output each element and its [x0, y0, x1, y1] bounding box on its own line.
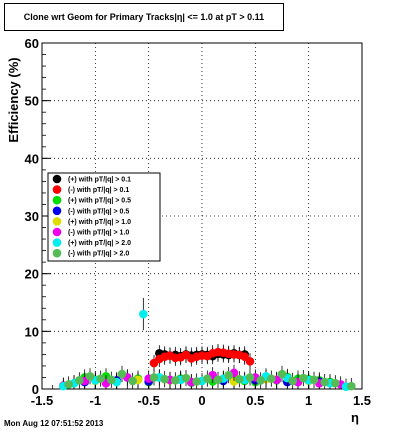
data-point [203, 374, 212, 383]
footer-timestamp: Mon Aug 12 07:51:52 2013 [4, 419, 104, 428]
data-point [192, 377, 201, 386]
data-point [128, 376, 137, 386]
data-point [213, 375, 223, 385]
data-point [309, 375, 319, 385]
legend-label: (-) with pT/|q| > 0.1 [68, 187, 129, 194]
data-point [299, 373, 308, 383]
x-tick-label: 0.5 [246, 393, 264, 408]
data-point [256, 376, 265, 385]
y-tick-label: 20 [25, 267, 39, 282]
data-point [64, 380, 73, 389]
data-point [347, 381, 356, 391]
data-point [181, 373, 191, 383]
data-point [117, 369, 127, 379]
data-points [59, 297, 356, 391]
data-point [267, 374, 276, 383]
data-point [139, 309, 148, 319]
legend-label: (-) with pT/|q| > 1.0 [68, 230, 129, 237]
data-point [160, 374, 169, 384]
y-axis-label: Efficiency (%) [6, 57, 21, 142]
y-tick-label: 40 [25, 151, 39, 166]
legend-label: (+) with pT/|q| > 0.5 [68, 198, 131, 205]
y-tick-label: 10 [25, 324, 39, 339]
legend-label: (-) with pT/|q| > 2.0 [68, 251, 129, 258]
legend-marker [52, 185, 62, 194]
x-tick-label: 1.5 [353, 393, 371, 408]
data-point [331, 378, 340, 388]
legend-marker [52, 217, 62, 226]
legend-marker [52, 238, 62, 247]
chart-title: Clone wrt Geom for Primary Tracks|η| <= … [23, 12, 265, 22]
data-point [85, 372, 95, 381]
legend-marker [52, 195, 62, 205]
x-tick-label: -0.5 [137, 393, 159, 408]
data-point [245, 373, 255, 382]
legend-marker [52, 248, 62, 258]
data-point [171, 376, 180, 385]
legend-label: (+) with pT/|q| > 1.0 [68, 219, 131, 226]
legend-marker [52, 227, 62, 237]
y-tick-labels: 0 10 20 30 40 50 60 [25, 36, 39, 397]
data-point [75, 376, 84, 385]
legend-marker [52, 174, 62, 184]
x-tick-label: -1.5 [31, 393, 53, 408]
data-point [288, 376, 297, 386]
legend-label: (-) with pT/|q| > 0.5 [68, 208, 129, 215]
data-point [320, 377, 329, 387]
data-point [224, 370, 233, 380]
data-point [277, 369, 287, 379]
y-tick-label: 60 [25, 36, 39, 51]
y-tick-label: 30 [25, 209, 39, 224]
x-tick-label: 0 [198, 393, 205, 408]
data-point [96, 374, 105, 383]
legend-box [47, 172, 161, 262]
x-tick-label: 1 [305, 393, 312, 408]
legend-marker [52, 206, 62, 216]
legend: (+) with pT/|q| > 0.1 (-) with pT/|q| > 0… [47, 172, 161, 262]
data-point [149, 373, 159, 382]
y-tick-label: 50 [25, 94, 39, 109]
data-point [107, 375, 116, 385]
legend-label: (+) with pT/|q| > 0.1 [68, 177, 131, 184]
x-tick-label: -1 [90, 393, 102, 408]
chart-title-box: Clone wrt Geom for Primary Tracks|η| <= … [4, 3, 284, 31]
legend-label: (+) with pT/|q| > 2.0 [68, 240, 131, 247]
data-point [245, 357, 255, 366]
x-axis-label: η [351, 410, 359, 425]
x-tick-labels: -1.5 -1 -0.5 0 0.5 1 1.5 [31, 393, 371, 408]
data-point [235, 374, 244, 384]
y-tick-label: 0 [32, 382, 39, 397]
